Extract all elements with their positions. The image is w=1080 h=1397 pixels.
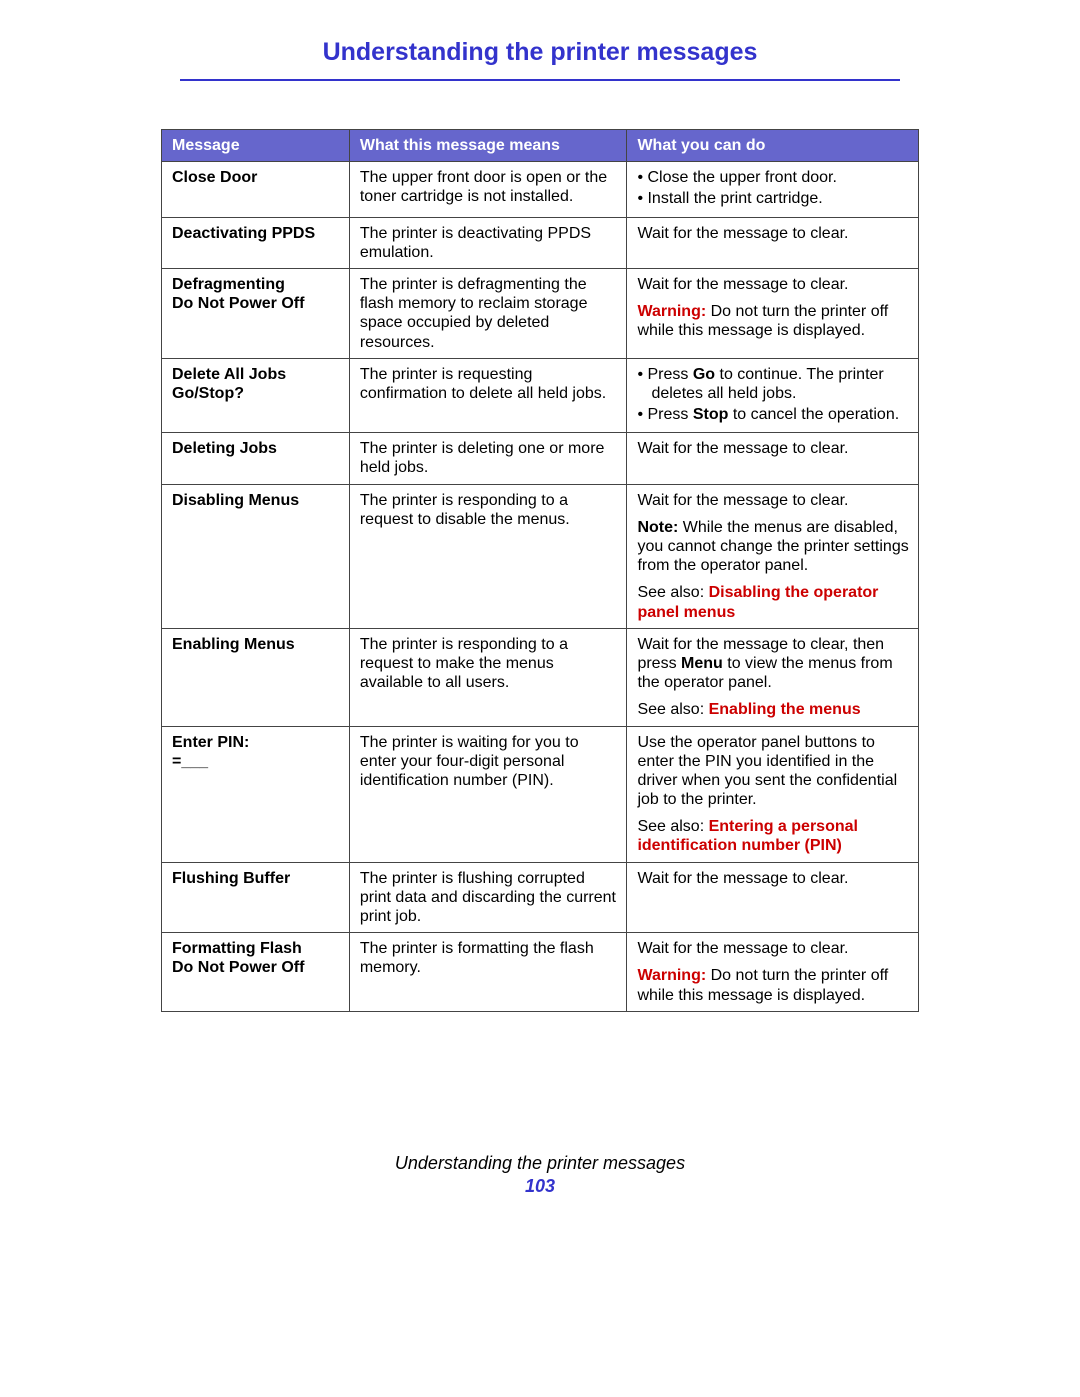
- table-row: Disabling Menus The printer is respondin…: [162, 484, 919, 628]
- table-row: Defragmenting Do Not Power Off The print…: [162, 268, 919, 358]
- cell-action: Wait for the message to clear, then pres…: [627, 628, 919, 726]
- cell-means: The printer is flushing corrupted print …: [349, 862, 627, 933]
- table-row: Formatting Flash Do Not Power Off The pr…: [162, 933, 919, 1012]
- see-also: See also: Entering a personal identifica…: [637, 817, 910, 855]
- action-line: Wait for the message to clear.: [637, 939, 910, 958]
- cell-message: Enter PIN: =___: [162, 726, 350, 862]
- cell-means: The printer is deactivating PPDS emulati…: [349, 217, 627, 268]
- table-header-row: Message What this message means What you…: [162, 130, 919, 162]
- footer-page-number: 103: [0, 1176, 1080, 1197]
- col-means: What this message means: [349, 130, 627, 162]
- cell-action: Wait for the message to clear. Warning: …: [627, 933, 919, 1012]
- txt: Press: [647, 406, 692, 423]
- cell-means: The upper front door is open or the tone…: [349, 162, 627, 217]
- see-also-label: See also:: [637, 818, 708, 835]
- msg-line: =___: [172, 752, 341, 771]
- cell-action: Wait for the message to clear.: [627, 862, 919, 933]
- table-row: Deleting Jobs The printer is deleting on…: [162, 433, 919, 484]
- table-row: Close Door The upper front door is open …: [162, 162, 919, 217]
- action-bullet: Close the upper front door.: [637, 168, 910, 187]
- table-row: Deactivating PPDS The printer is deactiv…: [162, 217, 919, 268]
- cell-action: Wait for the message to clear.: [627, 217, 919, 268]
- cell-means: The printer is deleting one or more held…: [349, 433, 627, 484]
- cell-means: The printer is waiting for you to enter …: [349, 726, 627, 862]
- msg-line: Enter PIN:: [172, 733, 341, 752]
- msg-line: Formatting Flash: [172, 939, 341, 958]
- cell-message: Disabling Menus: [162, 484, 350, 628]
- action-line: Wait for the message to clear.: [637, 491, 910, 510]
- cell-action: Press Go to continue. The printer delete…: [627, 358, 919, 433]
- action-bullet: Press Stop to cancel the operation.: [637, 405, 910, 424]
- msg-line: Go/Stop?: [172, 384, 341, 403]
- msg-line: Defragmenting: [172, 275, 341, 294]
- messages-table: Message What this message means What you…: [161, 129, 919, 1012]
- table-row: Enter PIN: =___ The printer is waiting f…: [162, 726, 919, 862]
- action-bullet: Install the print cartridge.: [637, 189, 910, 208]
- action-note: Note: While the menus are disabled, you …: [637, 518, 910, 576]
- cell-message: Deleting Jobs: [162, 433, 350, 484]
- cell-message: Flushing Buffer: [162, 862, 350, 933]
- cell-action: Wait for the message to clear. Note: Whi…: [627, 484, 919, 628]
- cell-message: Close Door: [162, 162, 350, 217]
- see-also: See also: Enabling the menus: [637, 700, 910, 719]
- col-action: What you can do: [627, 130, 919, 162]
- action-line: Use the operator panel buttons to enter …: [637, 733, 910, 810]
- txt: to cancel the operation.: [728, 406, 899, 423]
- note-label: Note:: [637, 519, 678, 536]
- cell-message: Deactivating PPDS: [162, 217, 350, 268]
- warning-label: Warning:: [637, 967, 706, 984]
- msg-line: Delete All Jobs: [172, 365, 341, 384]
- cell-message: Formatting Flash Do Not Power Off: [162, 933, 350, 1012]
- cell-action: Wait for the message to clear.: [627, 433, 919, 484]
- action-warning: Warning: Do not turn the printer off whi…: [637, 302, 910, 340]
- col-message: Message: [162, 130, 350, 162]
- table-row: Flushing Buffer The printer is flushing …: [162, 862, 919, 933]
- cell-action: Wait for the message to clear. Warning: …: [627, 268, 919, 358]
- cell-means: The printer is responding to a request t…: [349, 484, 627, 628]
- table-row: Enabling Menus The printer is responding…: [162, 628, 919, 726]
- cell-means: The printer is requesting confirmation t…: [349, 358, 627, 433]
- note-text: While the menus are disabled, you cannot…: [637, 519, 908, 574]
- key-name: Go: [693, 366, 715, 383]
- cell-means: The printer is defragmenting the flash m…: [349, 268, 627, 358]
- table-row: Delete All Jobs Go/Stop? The printer is …: [162, 358, 919, 433]
- page-footer: Understanding the printer messages 103: [0, 1153, 1080, 1197]
- see-also-label: See also:: [637, 584, 708, 601]
- footer-title: Understanding the printer messages: [0, 1153, 1080, 1174]
- action-bullet: Press Go to continue. The printer delete…: [637, 365, 910, 403]
- msg-line: Do Not Power Off: [172, 958, 341, 977]
- see-also: See also: Disabling the operator panel m…: [637, 583, 910, 621]
- cell-message: Defragmenting Do Not Power Off: [162, 268, 350, 358]
- see-also-link[interactable]: Enabling the menus: [709, 701, 861, 718]
- document-page: Understanding the printer messages Messa…: [0, 0, 1080, 1397]
- cell-message: Delete All Jobs Go/Stop?: [162, 358, 350, 433]
- cell-action: Use the operator panel buttons to enter …: [627, 726, 919, 862]
- msg-line: Do Not Power Off: [172, 294, 341, 313]
- page-title: Understanding the printer messages: [180, 38, 900, 81]
- action-warning: Warning: Do not turn the printer off whi…: [637, 966, 910, 1004]
- cell-message: Enabling Menus: [162, 628, 350, 726]
- warning-label: Warning:: [637, 303, 706, 320]
- action-line: Wait for the message to clear, then pres…: [637, 635, 910, 693]
- key-name: Stop: [693, 406, 729, 423]
- cell-action: Close the upper front door. Install the …: [627, 162, 919, 217]
- cell-means: The printer is responding to a request t…: [349, 628, 627, 726]
- see-also-label: See also:: [637, 701, 708, 718]
- txt: Press: [647, 366, 692, 383]
- cell-means: The printer is formatting the flash memo…: [349, 933, 627, 1012]
- key-name: Menu: [681, 655, 723, 672]
- action-line: Wait for the message to clear.: [637, 275, 910, 294]
